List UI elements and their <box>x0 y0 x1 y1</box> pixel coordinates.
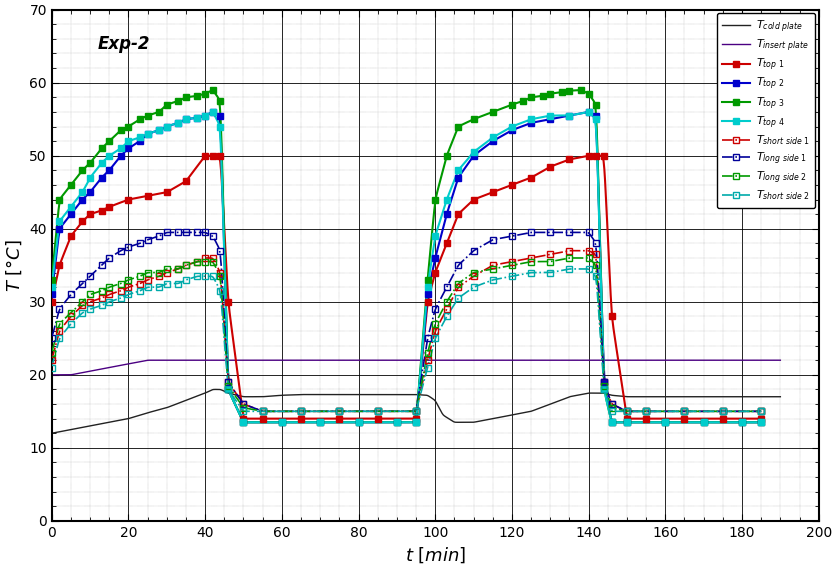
X-axis label: $\mathit{t}\ \mathit{[min]}$: $\mathit{t}\ \mathit{[min]}$ <box>405 545 466 565</box>
Text: Exp-2: Exp-2 <box>98 35 150 53</box>
Y-axis label: $\mathit{T}\ \mathit{[°C]}$: $\mathit{T}\ \mathit{[°C]}$ <box>4 239 23 292</box>
Legend: $T_{cold\ plate}$, $T_{insert\ plate}$, $T_{top\ 1}$, $T_{top\ 2}$, $T_{top\ 3}$: $T_{cold\ plate}$, $T_{insert\ plate}$, … <box>717 13 815 208</box>
